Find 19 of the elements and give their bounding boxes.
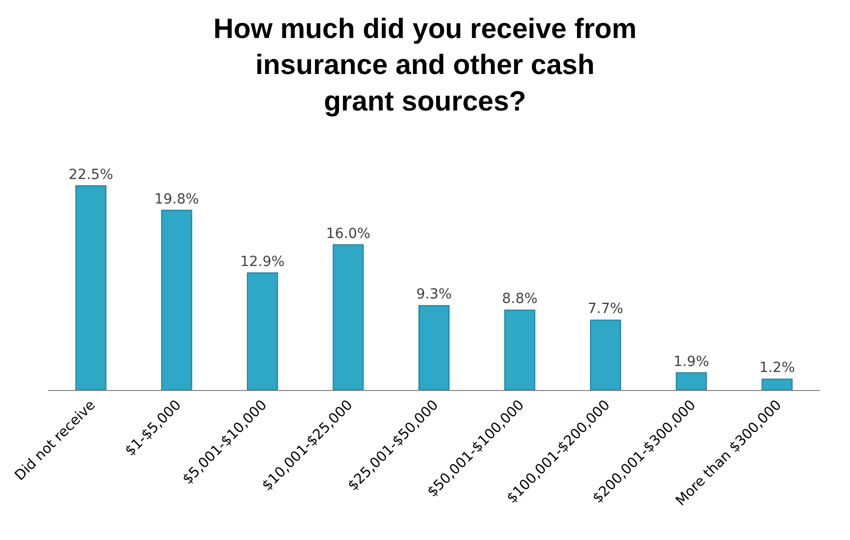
bar: [161, 210, 192, 390]
data-label: 8.8%: [502, 291, 538, 308]
bar: [246, 272, 278, 390]
bar: [676, 372, 707, 390]
data-label: 1.9%: [674, 354, 710, 370]
data-label: 9.3%: [416, 286, 452, 303]
bar: [590, 320, 622, 390]
data-label: 19.8%: [154, 191, 199, 208]
bar: [504, 310, 536, 390]
bar: [418, 305, 450, 390]
bar: [762, 378, 793, 390]
data-label: 1.2%: [759, 360, 795, 376]
bar: [332, 244, 364, 390]
data-label: 22.5%: [68, 166, 114, 183]
data-label: 7.7%: [588, 301, 624, 318]
data-label: 16.0%: [326, 226, 370, 242]
chart-title: How much did you receive from insurance and other cash grant sources?: [213, 12, 637, 117]
bar: [75, 185, 106, 390]
data-label: 12.9%: [240, 254, 285, 270]
